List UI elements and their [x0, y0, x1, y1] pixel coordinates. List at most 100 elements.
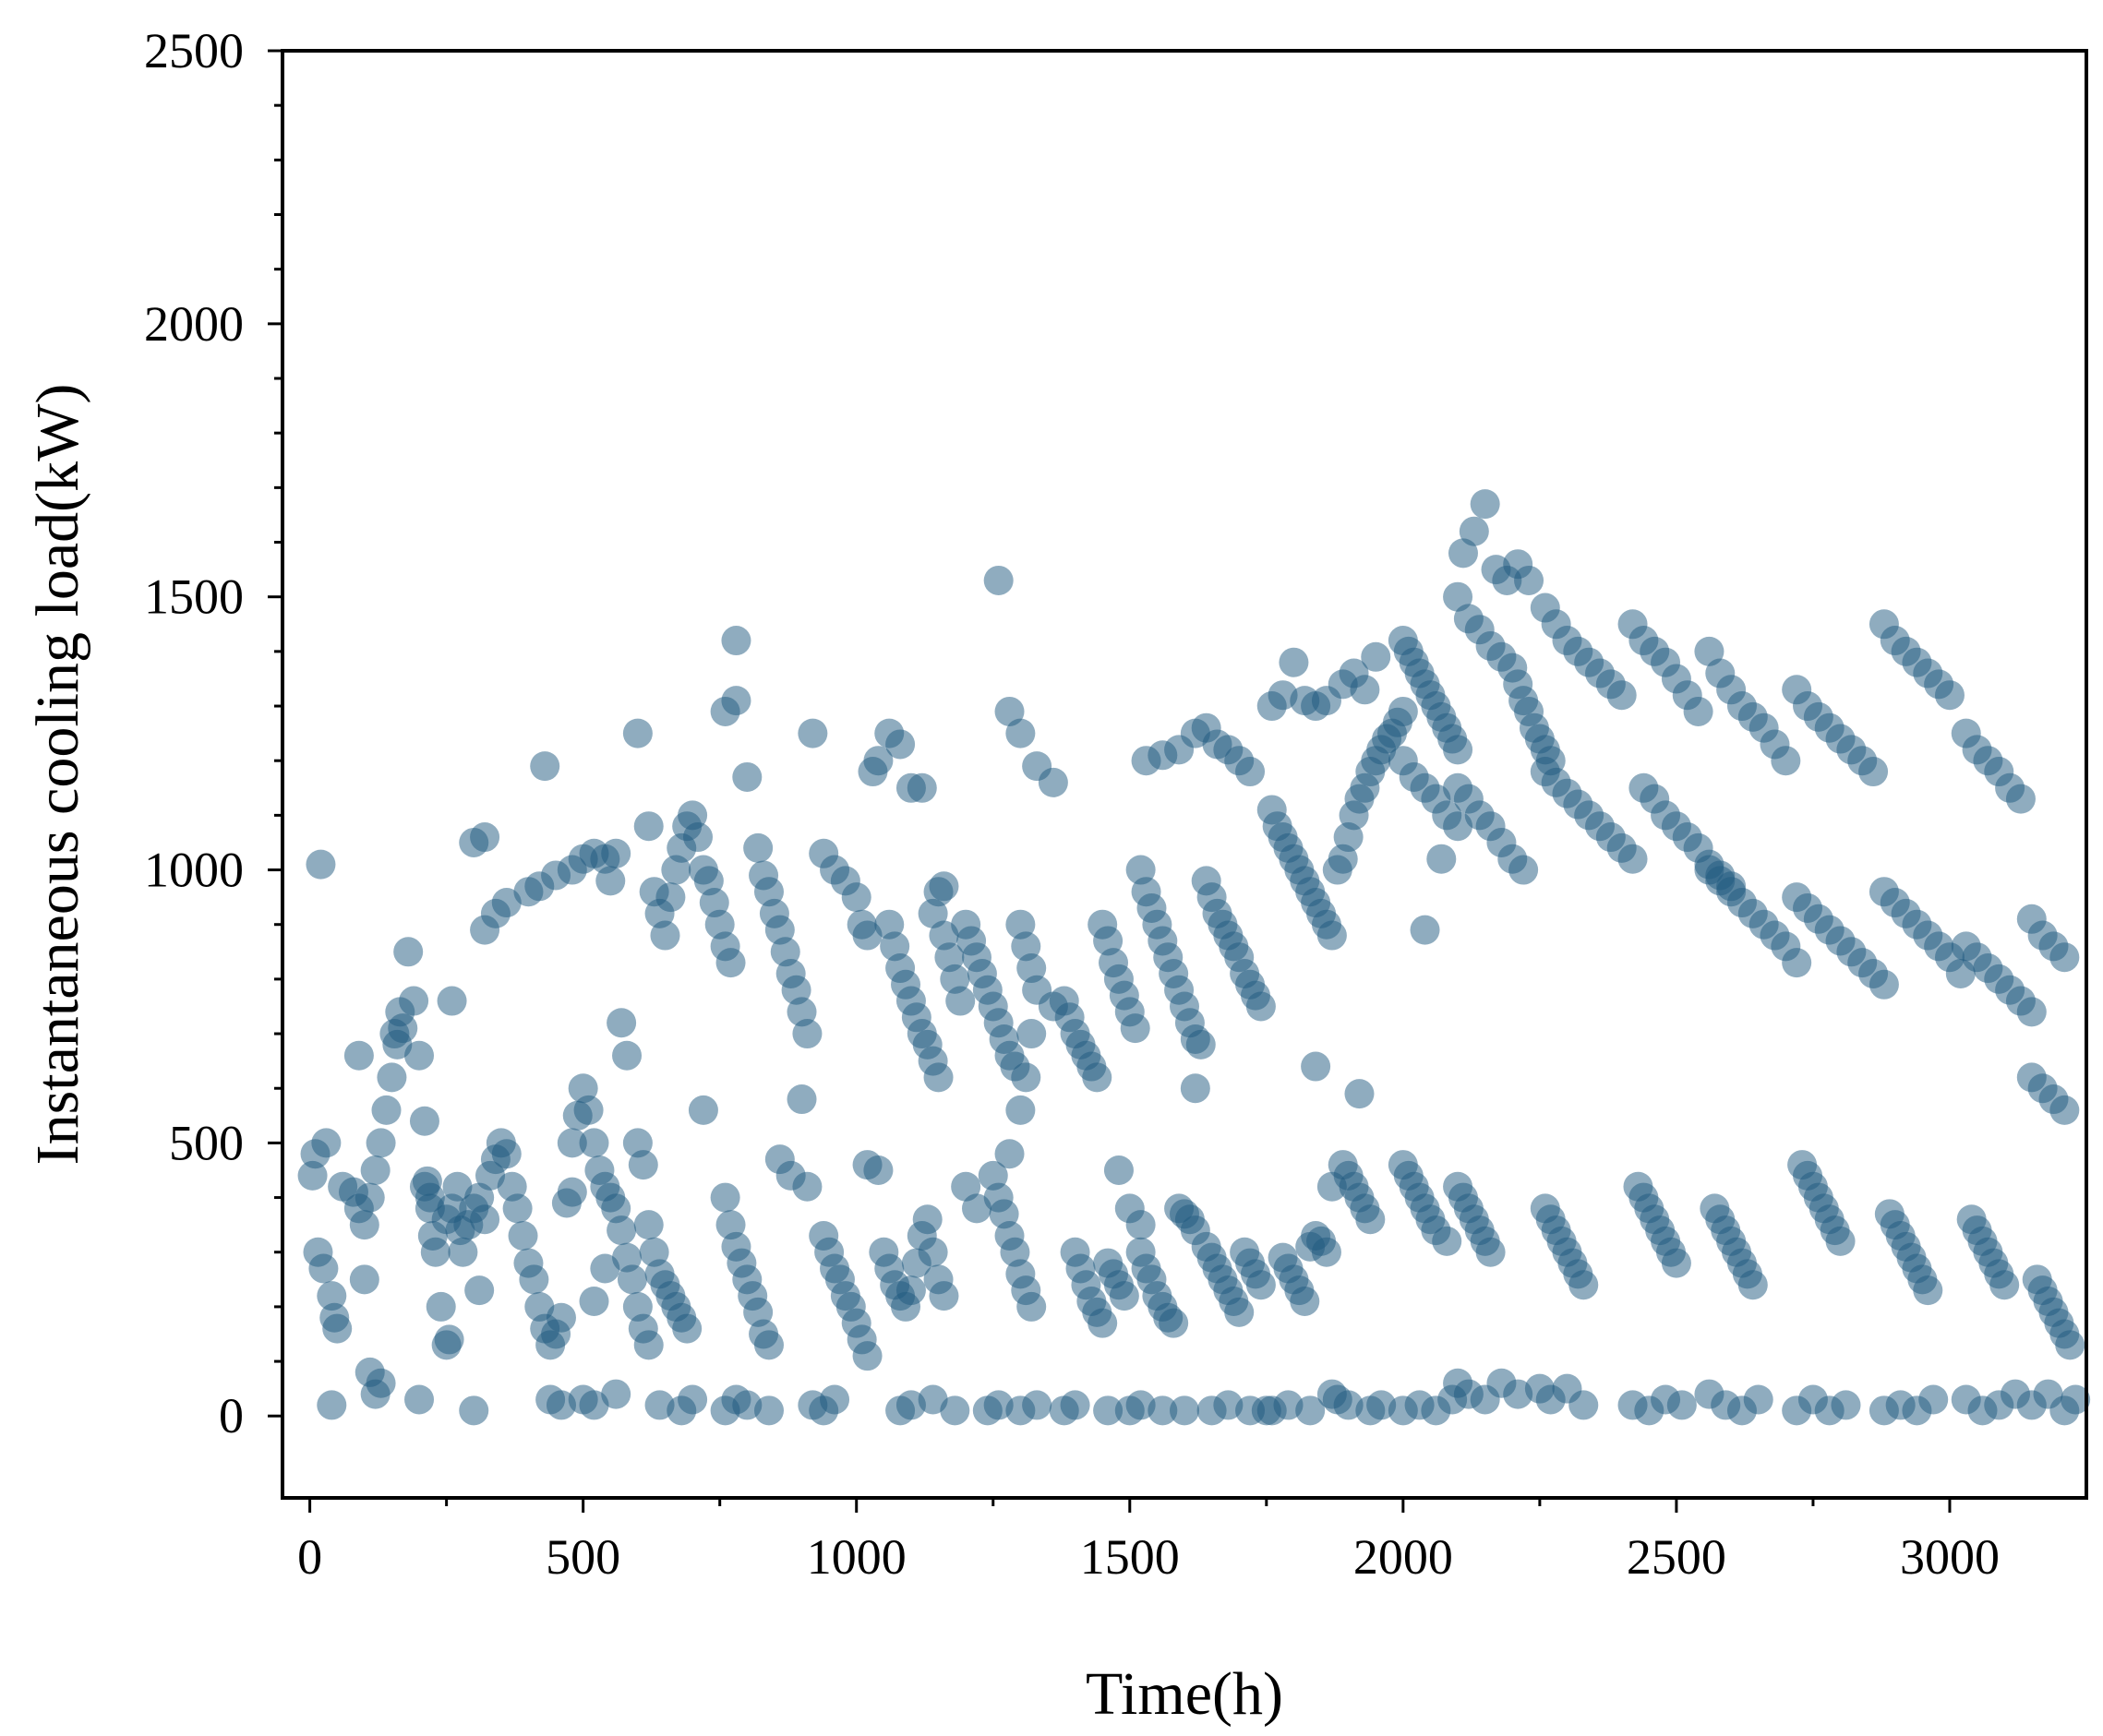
data-point	[519, 1264, 549, 1295]
data-point	[929, 871, 959, 902]
data-point	[1918, 1384, 1949, 1415]
data-point	[1245, 1270, 1276, 1300]
data-point	[1301, 1051, 1331, 1082]
x-tick-label: 2000	[1353, 1529, 1453, 1585]
data-point	[1617, 844, 1648, 874]
data-point	[1443, 811, 1473, 842]
data-point	[1316, 920, 1347, 951]
data-point	[1470, 489, 1500, 520]
data-point	[426, 1291, 456, 1322]
data-point	[470, 1204, 500, 1235]
data-point	[792, 1019, 823, 1049]
data-point	[961, 1193, 991, 1224]
data-point	[1005, 718, 1036, 748]
data-point	[607, 1008, 637, 1038]
data-point	[366, 1368, 396, 1398]
data-point	[1180, 1073, 1210, 1104]
data-point	[579, 1390, 609, 1420]
data-point	[2061, 1384, 2091, 1415]
data-point	[1831, 1390, 1861, 1420]
data-point	[2049, 942, 2080, 973]
data-point	[983, 565, 1014, 595]
data-point	[863, 1155, 894, 1185]
data-point	[1016, 1019, 1047, 1049]
data-point	[1666, 1390, 1697, 1420]
x-tick-label: 3000	[1900, 1529, 2000, 1585]
data-point	[1858, 757, 1889, 787]
data-point	[415, 1182, 445, 1213]
data-point	[601, 1379, 631, 1409]
data-point	[1279, 647, 1309, 677]
data-point	[317, 1281, 347, 1311]
data-point	[601, 838, 631, 868]
x-tick-label: 1000	[807, 1529, 907, 1585]
data-point	[628, 1150, 658, 1180]
data-point	[579, 1286, 609, 1316]
data-point	[1694, 636, 1724, 666]
data-point	[1011, 1062, 1041, 1093]
data-point	[688, 1095, 718, 1125]
data-point	[1661, 1248, 1691, 1278]
data-point	[491, 888, 522, 918]
data-point	[409, 1106, 439, 1136]
data-point	[863, 746, 894, 776]
data-point	[1350, 675, 1380, 705]
data-point	[349, 1210, 379, 1240]
data-point	[1109, 1281, 1139, 1311]
data-point	[557, 1177, 587, 1207]
data-point	[508, 1220, 538, 1251]
data-point	[622, 718, 653, 748]
data-point	[1148, 1395, 1178, 1426]
data-point	[715, 948, 746, 978]
data-point	[502, 1193, 533, 1224]
data-point	[1683, 696, 1713, 726]
data-point	[798, 718, 828, 748]
data-point	[907, 772, 937, 803]
data-point	[1361, 641, 1391, 672]
data-point	[1825, 1226, 1856, 1256]
data-point	[404, 1384, 435, 1415]
data-point	[1508, 855, 1539, 885]
data-point	[918, 1237, 948, 1267]
points-layer	[297, 489, 2091, 1426]
data-point	[1514, 565, 1544, 595]
data-point	[787, 1084, 817, 1115]
data-point	[633, 1210, 664, 1240]
data-point	[1082, 1062, 1112, 1093]
data-point	[1448, 538, 1478, 569]
data-point	[491, 1139, 522, 1169]
data-point	[678, 1384, 708, 1415]
data-point	[1060, 1390, 1090, 1420]
data-point	[923, 1062, 954, 1093]
data-point	[1459, 516, 1489, 546]
data-point	[753, 1395, 784, 1426]
data-point	[579, 1128, 609, 1158]
data-point	[994, 1139, 1025, 1169]
data-point	[1290, 1286, 1320, 1316]
data-point	[434, 1324, 464, 1355]
data-point	[852, 920, 883, 951]
data-point	[820, 1384, 850, 1415]
data-point	[1410, 915, 1440, 945]
data-point	[732, 761, 763, 792]
data-point	[297, 1160, 328, 1191]
data-point	[672, 1313, 703, 1344]
data-point	[633, 811, 664, 842]
data-point	[1170, 1395, 1199, 1426]
data-point	[1443, 735, 1473, 765]
data-point	[918, 1384, 948, 1415]
data-point	[2016, 997, 2047, 1027]
y-tick-label: 0	[219, 1388, 244, 1443]
data-point	[322, 1313, 353, 1344]
data-point	[399, 986, 429, 1016]
data-point	[710, 1182, 740, 1213]
data-point	[343, 1040, 374, 1071]
data-point	[1426, 844, 1457, 874]
data-point	[1185, 1029, 1216, 1060]
data-point	[753, 1330, 784, 1360]
data-point	[1224, 1297, 1255, 1327]
data-point	[1475, 1237, 1506, 1267]
data-point	[459, 1395, 489, 1426]
